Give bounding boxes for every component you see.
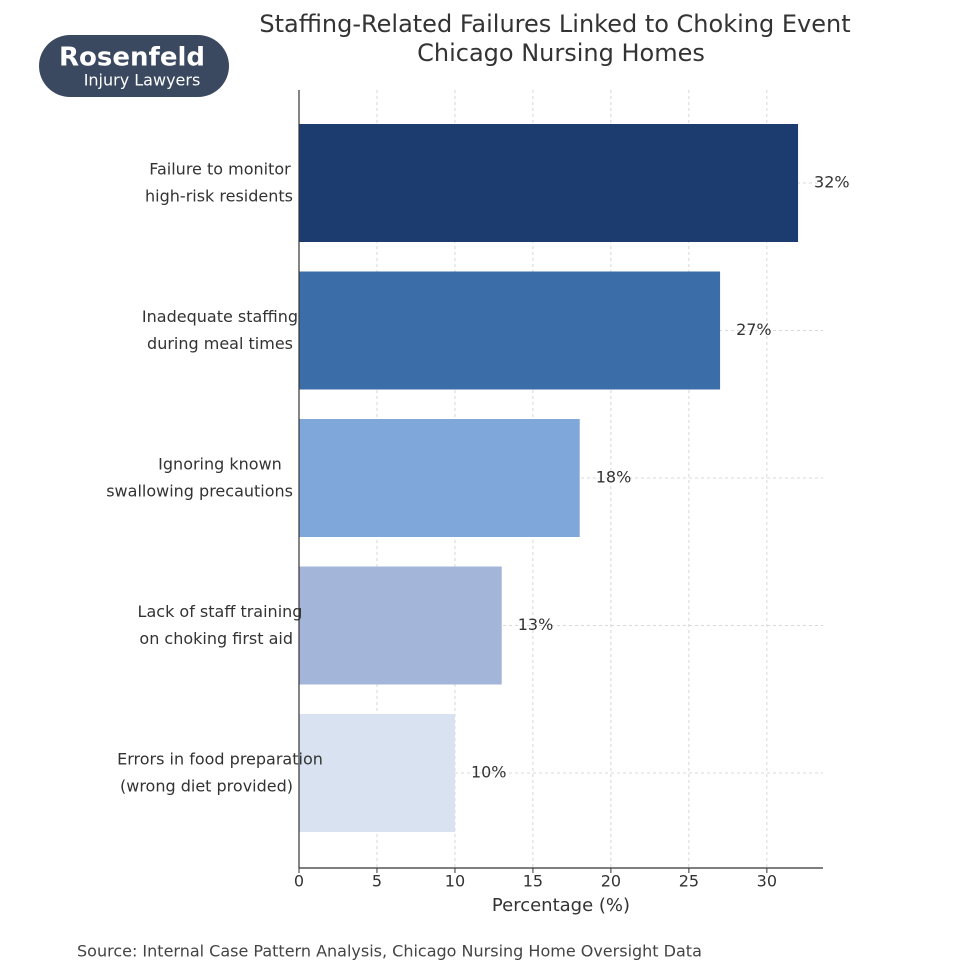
y-tick-label: during meal times bbox=[147, 334, 293, 353]
value-label: 10% bbox=[471, 763, 507, 782]
bar bbox=[299, 419, 580, 537]
bar bbox=[299, 714, 455, 832]
y-tick-label: Inadequate staffing bbox=[142, 307, 298, 326]
y-tick-label: Ignoring known bbox=[158, 455, 282, 474]
y-tick-label: swallowing precautions bbox=[106, 482, 293, 501]
bar bbox=[299, 566, 502, 685]
x-tick-label: 20 bbox=[601, 872, 621, 891]
value-label: 32% bbox=[814, 173, 850, 192]
logo-badge bbox=[39, 35, 229, 97]
source-note: Source: Internal Case Pattern Analysis, … bbox=[77, 942, 702, 961]
value-label: 13% bbox=[518, 615, 554, 634]
y-tick-label: (wrong diet provided) bbox=[120, 777, 293, 796]
x-tick-label: 10 bbox=[445, 872, 465, 891]
y-tick-label: high-risk residents bbox=[145, 187, 293, 206]
y-tick-label: Lack of staff training bbox=[138, 602, 303, 621]
x-tick-label: 0 bbox=[294, 872, 304, 891]
y-tick-label: on choking first aid bbox=[139, 629, 293, 648]
x-axis-label: Percentage (%) bbox=[492, 895, 630, 916]
y-tick-label: Errors in food preparation bbox=[117, 750, 323, 769]
value-label: 27% bbox=[736, 320, 772, 339]
y-tick-label: Failure to monitor bbox=[149, 160, 291, 179]
x-tick-label: 5 bbox=[372, 872, 382, 891]
chart-title: Chicago Nursing Homes bbox=[417, 39, 705, 67]
chart-title: Staffing-Related Failures Linked to Chok… bbox=[259, 10, 850, 38]
x-tick-label: 25 bbox=[679, 872, 699, 891]
x-tick-label: 15 bbox=[523, 872, 543, 891]
value-label: 18% bbox=[596, 468, 632, 487]
logo-name: Rosenfeld bbox=[59, 43, 205, 73]
bar bbox=[299, 271, 721, 390]
bar bbox=[299, 124, 799, 242]
logo-tagline: Injury Lawyers bbox=[84, 71, 201, 90]
x-tick-label: 30 bbox=[757, 872, 777, 891]
